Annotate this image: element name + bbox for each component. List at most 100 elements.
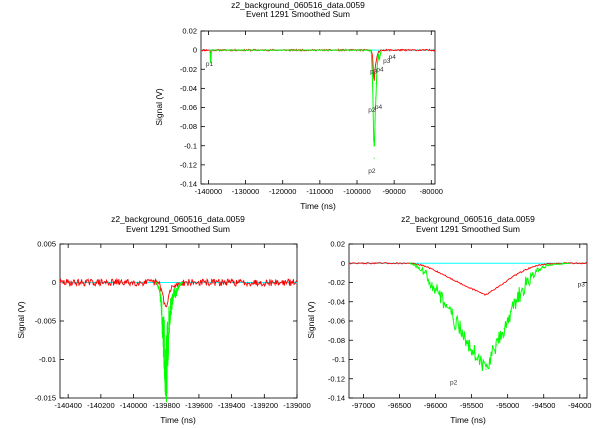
data-point <box>210 61 212 63</box>
data-point <box>568 262 570 264</box>
data-point <box>517 296 520 298</box>
plot-frame <box>200 30 436 185</box>
data-point <box>375 82 377 85</box>
y-tick-label: 0.005 <box>37 240 56 249</box>
pulse-label: p3 <box>370 69 378 76</box>
data-point <box>481 362 484 364</box>
x-tick-label: -110000 <box>306 187 333 196</box>
data-point <box>172 297 174 299</box>
chart-title: z2_background_060516_data.0059 <box>111 214 245 224</box>
x-tick-label: -96000 <box>424 401 447 410</box>
x-axis-label: Time (ns) <box>300 201 336 211</box>
data-point <box>460 330 462 332</box>
x-tick-label: -95000 <box>496 401 519 410</box>
data-point <box>532 274 534 276</box>
data-point <box>168 328 170 330</box>
x-tick-label: -94500 <box>532 401 555 410</box>
pulse-label: p4 <box>389 54 397 61</box>
y-tick-label: -0.06 <box>180 103 197 112</box>
x-tick-label: -140200 <box>87 401 115 410</box>
plot-frame <box>59 243 298 399</box>
y-tick-label: -0.01 <box>39 355 56 364</box>
x-tick-label: -90000 <box>382 187 405 196</box>
data-point <box>165 370 167 372</box>
y-tick-label: -0.14 <box>328 394 345 403</box>
data-point <box>175 293 177 295</box>
data-point <box>510 310 512 312</box>
data-point <box>525 283 527 286</box>
x-tick-label: -94000 <box>568 401 591 410</box>
x-tick-label: -139400 <box>218 401 246 410</box>
y-tick-label: 0.02 <box>330 240 345 249</box>
data-point <box>372 73 374 75</box>
x-tick-label: -96500 <box>388 401 411 410</box>
smoothed-trace <box>410 262 570 372</box>
x-axis-label: Time (ns) <box>160 415 196 425</box>
data-point <box>379 52 381 54</box>
data-point <box>177 288 179 290</box>
pulse-label: p3 <box>578 281 586 288</box>
chart-title: z2_background_060516_data.0059 <box>231 0 365 10</box>
data-point <box>496 344 498 346</box>
y-tick-label: -0.1 <box>332 355 345 364</box>
data-point <box>372 106 374 109</box>
data-point <box>377 54 380 56</box>
x-tick-label: -139800 <box>152 401 180 410</box>
data-point <box>209 49 211 51</box>
smoothed-trace <box>155 281 183 403</box>
data-point <box>372 130 375 133</box>
data-point <box>210 52 212 54</box>
data-point <box>374 106 376 109</box>
raw-trace <box>59 277 298 308</box>
y-tick-label: 0.02 <box>182 27 197 36</box>
data-point <box>166 351 169 353</box>
data-point <box>209 57 211 59</box>
y-tick-label: -0.02 <box>180 65 197 74</box>
data-point <box>170 305 172 307</box>
x-tick-label: -97000 <box>352 401 375 410</box>
data-point <box>467 341 469 343</box>
pulse-label: p2 <box>368 168 376 175</box>
data-point <box>489 358 491 361</box>
plot-frame <box>348 243 588 399</box>
y-tick-label: -0.005 <box>35 317 56 326</box>
data-point <box>370 49 372 51</box>
x-tick-label: -100000 <box>343 187 371 196</box>
data-point <box>438 293 440 295</box>
data-point <box>373 145 375 147</box>
y-tick-label: -0.015 <box>35 394 56 403</box>
x-tick-label: -140400 <box>54 401 82 410</box>
chart-title: z2_background_060516_data.0059 <box>401 214 535 224</box>
data-point <box>160 305 162 307</box>
data-point <box>539 268 541 270</box>
y-tick-label: -0.02 <box>328 278 345 287</box>
y-tick-label: 0 <box>193 46 197 55</box>
x-tick-label: -120000 <box>269 187 297 196</box>
pulse-label: p3 <box>383 58 391 65</box>
data-point <box>179 284 181 286</box>
data-point <box>424 272 426 274</box>
x-tick-label: -140000 <box>120 401 148 410</box>
data-point <box>181 281 184 284</box>
x-axis-label: Time (ns) <box>450 415 486 425</box>
x-tick-label: -80000 <box>420 187 443 196</box>
x-tick-label: -139600 <box>185 401 213 410</box>
y-axis-label: Signal (V) <box>16 301 26 338</box>
data-point <box>503 328 505 330</box>
y-tick-label: -0.1 <box>184 141 197 150</box>
data-point <box>380 49 383 51</box>
data-point <box>431 281 433 284</box>
y-tick-label: -0.08 <box>180 122 197 131</box>
x-tick-label: -130000 <box>232 187 260 196</box>
data-point <box>371 59 373 61</box>
chart-subtitle: Event 1291 Smoothed Sum <box>246 9 350 19</box>
chart-subtitle: Event 1291 Smoothed Sum <box>416 224 520 234</box>
pulse-label: p1 <box>206 61 214 68</box>
data-point <box>173 291 176 293</box>
data-point <box>485 368 487 370</box>
y-axis-label: Signal (V) <box>154 88 164 125</box>
data-point <box>416 266 419 268</box>
y-tick-label: 0 <box>52 278 56 287</box>
